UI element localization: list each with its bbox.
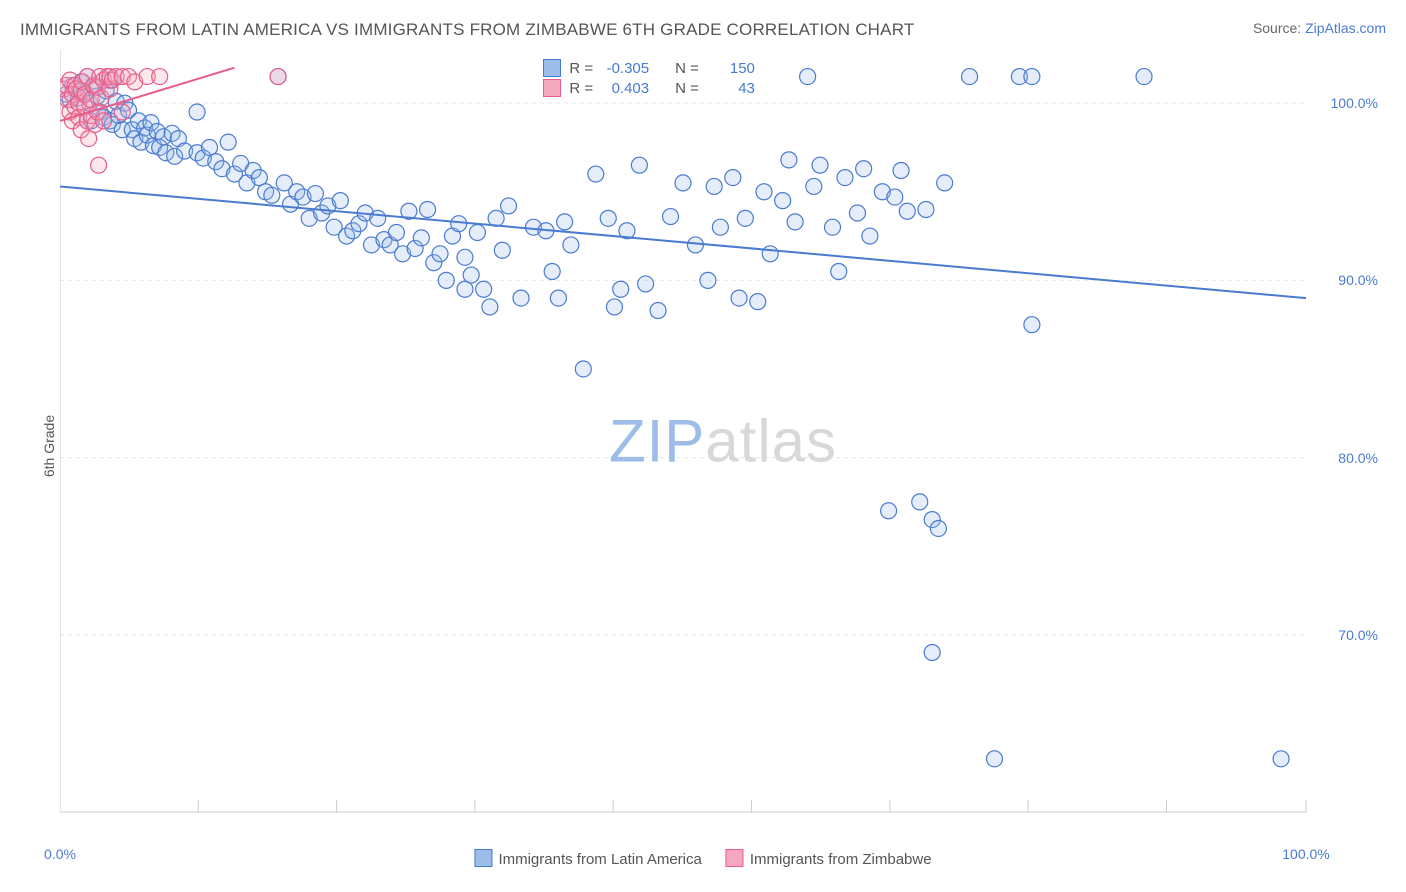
y-tick-label: 100.0%	[1331, 95, 1378, 111]
legend-swatch	[543, 59, 561, 77]
source-credit: Source: ZipAtlas.com	[1253, 20, 1386, 36]
stat-legend-row: R = 0.403 N = 43	[537, 78, 761, 98]
legend-swatch	[726, 849, 744, 867]
legend-n-value: 150	[707, 60, 755, 77]
legend-n-label: N =	[675, 60, 699, 77]
y-axis-label: 6th Grade	[41, 415, 57, 477]
x-tick-label: 0.0%	[44, 846, 76, 862]
stat-legend-row: R = -0.305 N = 150	[537, 58, 761, 78]
x-legend-label: Immigrants from Zimbabwe	[750, 851, 932, 868]
legend-r-value: 0.403	[601, 80, 649, 97]
chart-plot-area: ZIPatlas R =-0.305N =150R =0.403N =43 70…	[60, 50, 1386, 832]
legend-r-label: R =	[569, 60, 593, 77]
y-tick-label: 80.0%	[1338, 450, 1378, 466]
chart-title: IMMIGRANTS FROM LATIN AMERICA VS IMMIGRA…	[20, 20, 914, 40]
y-tick-label: 90.0%	[1338, 272, 1378, 288]
x-legend-item: Immigrants from Latin America	[474, 849, 701, 868]
scatter-svg	[60, 50, 1386, 832]
y-tick-label: 70.0%	[1338, 627, 1378, 643]
x-legend-label: Immigrants from Latin America	[498, 851, 701, 868]
x-axis-legend: Immigrants from Latin America Immigrants …	[474, 849, 931, 868]
stat-legend: R = -0.305 N = 150 R = 0.403 N = 43	[537, 58, 761, 98]
legend-n-value: 43	[707, 80, 755, 97]
legend-swatch	[543, 79, 561, 97]
x-tick-label: 100.0%	[1282, 846, 1329, 862]
legend-r-label: R =	[569, 80, 593, 97]
source-link[interactable]: ZipAtlas.com	[1305, 20, 1386, 36]
source-label: Source:	[1253, 20, 1305, 36]
legend-n-label: N =	[675, 80, 699, 97]
x-legend-item: Immigrants from Zimbabwe	[726, 849, 932, 868]
legend-r-value: -0.305	[601, 60, 649, 77]
legend-swatch	[474, 849, 492, 867]
